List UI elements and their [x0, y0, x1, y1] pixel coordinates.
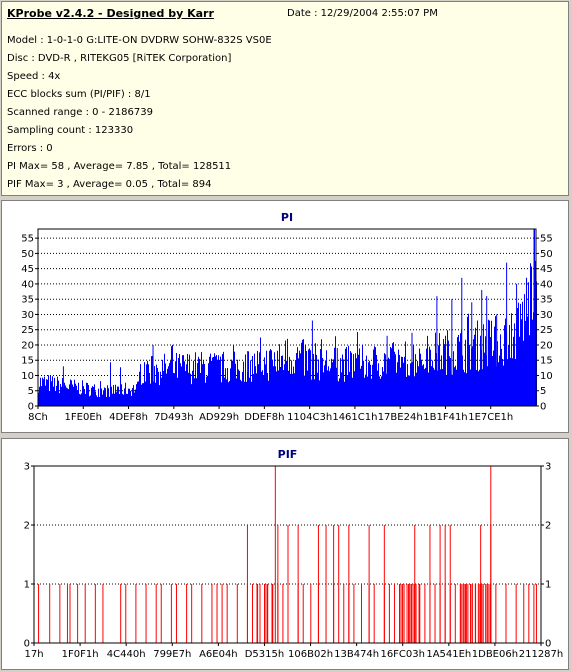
plot-frame: [33, 465, 542, 644]
pif-chart-panel: PIF 0 0 1 1 2 2 3 3 17h 1F0F1h 4C440h 799E7h A6E04h D5…: [1, 438, 569, 670]
pif-summary-line: PIF Max= 3 , Average= 0.05 , Total= 894: [7, 179, 212, 190]
x-tick-label: 106B02h: [288, 649, 333, 660]
pif-chart: PIF 0 0 1 1 2 2 3 3 17h 1F0F1h 4C440h 799E7h A6E04h D5…: [24, 448, 564, 660]
x-tick-label: 8Ch: [28, 412, 48, 423]
y-tick-label-right: 1: [545, 580, 551, 591]
y-tick-label-right: 20: [540, 340, 553, 351]
x-tick-label: 4C440h: [107, 649, 146, 660]
x-tick-label: 16FC03h: [380, 649, 425, 660]
range-line: Scanned range : 0 - 2186739: [7, 107, 153, 118]
y-tick-label-right: 5: [540, 386, 546, 397]
x-tick-label: 7D493h: [154, 412, 194, 423]
y-tick-label-left: 0: [24, 639, 30, 650]
y-tick-label-right: 35: [540, 295, 553, 306]
y-tick-label-right: 2: [545, 521, 551, 532]
model-line: Model : 1-0-1-0 G:LITE-ON DVDRW SOHW-832…: [7, 35, 272, 46]
x-tick-label: 1104C3h: [287, 412, 332, 423]
y-tick-label-right: 15: [540, 356, 553, 367]
y-tick-label-left: 1: [24, 580, 30, 591]
x-tick-label: AD929h: [199, 412, 239, 423]
y-tick-label-right: 0: [545, 639, 551, 650]
y-tick-label-right: 50: [540, 249, 553, 260]
y-tick-label-left: 45: [21, 264, 34, 275]
y-tick-label-left: 25: [21, 325, 34, 336]
app-title: KProbe v2.4.2 - Designed by Karr: [7, 7, 214, 20]
y-tick-label-right: 3: [545, 462, 551, 473]
x-tick-label: 1FE0Eh: [65, 412, 102, 423]
sampling-line: Sampling count : 123330: [7, 125, 134, 136]
y-tick-label-left: 10: [21, 371, 34, 382]
plot-frame: [37, 228, 537, 407]
y-tick-label-left: 0: [28, 402, 34, 413]
pi-summary-line: PI Max= 58 , Average= 7.85 , Total= 1285…: [7, 161, 232, 172]
y-tick-label-right: 0: [540, 402, 546, 413]
x-tick-label: 1E7CE1h: [468, 412, 513, 423]
x-tick-label: 1B1F41h: [423, 412, 467, 423]
x-tick-label: 211287h: [519, 649, 564, 660]
x-tick-label: 1F0F1h: [62, 649, 99, 660]
pi-chart-panel: PI 0 0 5 5 10 10 15 15 20 20 25 25 30 30 35 35 40 40 45 45 50…: [1, 200, 569, 433]
x-tick-label: 799E7h: [153, 649, 191, 660]
x-tick-label: A6E04h: [199, 649, 238, 660]
errors-line: Errors : 0: [7, 143, 53, 154]
y-tick-label-left: 40: [21, 279, 34, 290]
y-tick-label-right: 45: [540, 264, 553, 275]
x-tick-label: 17BE24h: [378, 412, 423, 423]
info-panel: KProbe v2.4.2 - Designed by Karr Date : …: [1, 1, 569, 196]
speed-line: Speed : 4x: [7, 71, 61, 82]
y-tick-label-left: 3: [24, 462, 30, 473]
y-tick-label-left: 50: [21, 249, 34, 260]
y-tick-label-right: 10: [540, 371, 553, 382]
chart-title: PI: [281, 211, 293, 224]
x-tick-label: 1461C1h: [332, 412, 377, 423]
x-tick-label: D5315h: [245, 649, 285, 660]
y-tick-label-right: 40: [540, 279, 553, 290]
x-tick-label: 1A541Eh: [426, 649, 471, 660]
x-tick-label: 17h: [24, 649, 43, 660]
ecc-line: ECC blocks sum (PI/PIF) : 8/1: [7, 89, 151, 100]
y-tick-label-left: 55: [21, 234, 34, 245]
y-tick-label-left: 35: [21, 295, 34, 306]
y-tick-label-right: 55: [540, 234, 553, 245]
y-tick-label-left: 5: [28, 386, 34, 397]
y-tick-label-left: 2: [24, 521, 30, 532]
x-tick-label: DDEF8h: [244, 412, 284, 423]
x-tick-label: 1DBE06h: [472, 649, 518, 660]
y-tick-label-right: 25: [540, 325, 553, 336]
y-tick-label-left: 20: [21, 340, 34, 351]
disc-line: Disc : DVD-R , RITEKG05 [RiTEK Corporati…: [7, 53, 232, 64]
x-tick-label: 4DEF8h: [109, 412, 148, 423]
y-tick-label-left: 30: [21, 310, 34, 321]
y-tick-label-right: 30: [540, 310, 553, 321]
y-tick-label-left: 15: [21, 356, 34, 367]
x-tick-label: 13B474h: [334, 649, 379, 660]
scan-date: Date : 12/29/2004 2:55:07 PM: [287, 8, 438, 19]
chart-title: PIF: [278, 448, 298, 461]
